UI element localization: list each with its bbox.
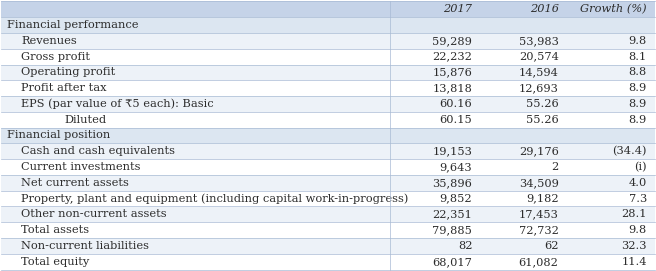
Text: Financial performance: Financial performance bbox=[7, 20, 138, 30]
Text: 22,232: 22,232 bbox=[432, 51, 472, 62]
Text: 9.8: 9.8 bbox=[628, 36, 647, 46]
Text: EPS (par value of ₹5 each): Basic: EPS (par value of ₹5 each): Basic bbox=[21, 99, 214, 109]
Bar bbox=[1, 17, 655, 33]
Bar bbox=[1, 1, 655, 17]
Bar bbox=[1, 80, 655, 96]
Text: 60.15: 60.15 bbox=[440, 115, 472, 125]
Bar bbox=[1, 49, 655, 64]
Text: 15,876: 15,876 bbox=[432, 67, 472, 78]
Text: Non-current liabilities: Non-current liabilities bbox=[21, 241, 149, 251]
Bar bbox=[1, 33, 655, 49]
Text: 17,453: 17,453 bbox=[519, 209, 559, 220]
Text: 20,574: 20,574 bbox=[519, 51, 559, 62]
Bar bbox=[1, 175, 655, 191]
Text: 72,732: 72,732 bbox=[519, 225, 559, 235]
Text: 53,983: 53,983 bbox=[519, 36, 559, 46]
Bar bbox=[1, 191, 655, 207]
Text: Financial position: Financial position bbox=[7, 131, 110, 140]
Text: 68,017: 68,017 bbox=[432, 257, 472, 267]
Text: 11.4: 11.4 bbox=[621, 257, 647, 267]
Text: 34,509: 34,509 bbox=[519, 178, 559, 188]
Text: 35,896: 35,896 bbox=[432, 178, 472, 188]
Text: 8.9: 8.9 bbox=[628, 99, 647, 109]
Text: 14,594: 14,594 bbox=[519, 67, 559, 78]
Text: 32.3: 32.3 bbox=[621, 241, 647, 251]
Text: Total assets: Total assets bbox=[21, 225, 89, 235]
Text: 28.1: 28.1 bbox=[621, 209, 647, 220]
Bar bbox=[1, 112, 655, 128]
Text: 8.9: 8.9 bbox=[628, 115, 647, 125]
Text: 8.8: 8.8 bbox=[628, 67, 647, 78]
Text: 60.16: 60.16 bbox=[440, 99, 472, 109]
Text: 62: 62 bbox=[544, 241, 559, 251]
Text: Revenues: Revenues bbox=[21, 36, 77, 46]
Text: 13,818: 13,818 bbox=[432, 83, 472, 93]
Text: 9,182: 9,182 bbox=[526, 193, 559, 204]
Bar bbox=[1, 64, 655, 80]
Text: 55.26: 55.26 bbox=[526, 115, 559, 125]
Bar bbox=[1, 254, 655, 270]
Text: Growth (%): Growth (%) bbox=[580, 4, 647, 14]
Text: 9.8: 9.8 bbox=[628, 225, 647, 235]
Text: 2017: 2017 bbox=[443, 4, 472, 14]
Text: 2016: 2016 bbox=[529, 4, 559, 14]
Bar bbox=[1, 238, 655, 254]
Text: 79,885: 79,885 bbox=[432, 225, 472, 235]
Text: 2: 2 bbox=[551, 162, 559, 172]
Text: 61,082: 61,082 bbox=[519, 257, 559, 267]
Bar bbox=[1, 128, 655, 143]
Text: 8.1: 8.1 bbox=[628, 51, 647, 62]
Bar bbox=[1, 159, 655, 175]
Text: (i): (i) bbox=[634, 162, 647, 172]
Text: Current investments: Current investments bbox=[21, 162, 140, 172]
Text: Property, plant and equipment (including capital work-in-progress): Property, plant and equipment (including… bbox=[21, 193, 409, 204]
Text: 4.0: 4.0 bbox=[628, 178, 647, 188]
Bar bbox=[1, 96, 655, 112]
Text: 82: 82 bbox=[458, 241, 472, 251]
Bar bbox=[1, 222, 655, 238]
Text: 29,176: 29,176 bbox=[519, 146, 559, 156]
Text: 7.3: 7.3 bbox=[628, 193, 647, 204]
Text: Cash and cash equivalents: Cash and cash equivalents bbox=[21, 146, 175, 156]
Text: 59,289: 59,289 bbox=[432, 36, 472, 46]
Text: (34.4): (34.4) bbox=[612, 146, 647, 156]
Text: Operating profit: Operating profit bbox=[21, 67, 115, 78]
Text: Other non-current assets: Other non-current assets bbox=[21, 209, 167, 220]
Bar bbox=[1, 207, 655, 222]
Bar bbox=[1, 143, 655, 159]
Text: Gross profit: Gross profit bbox=[21, 51, 90, 62]
Text: 55.26: 55.26 bbox=[526, 99, 559, 109]
Text: 22,351: 22,351 bbox=[432, 209, 472, 220]
Text: Diluted: Diluted bbox=[64, 115, 106, 125]
Text: Net current assets: Net current assets bbox=[21, 178, 129, 188]
Text: 9,852: 9,852 bbox=[440, 193, 472, 204]
Text: 9,643: 9,643 bbox=[440, 162, 472, 172]
Text: Total equity: Total equity bbox=[21, 257, 89, 267]
Text: Profit after tax: Profit after tax bbox=[21, 83, 106, 93]
Text: 8.9: 8.9 bbox=[628, 83, 647, 93]
Text: 12,693: 12,693 bbox=[519, 83, 559, 93]
Text: 19,153: 19,153 bbox=[432, 146, 472, 156]
